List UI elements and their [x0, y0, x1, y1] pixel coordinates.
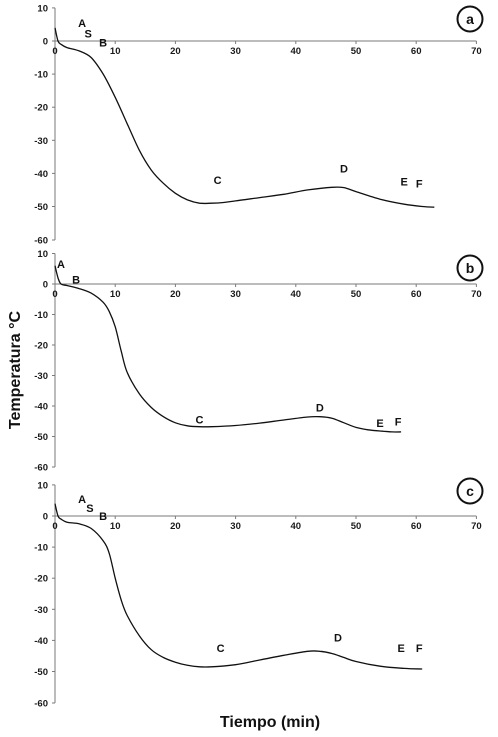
x-tick-label: 10: [110, 289, 121, 300]
point-annotation: S: [86, 503, 93, 515]
x-tick-label: 0: [52, 289, 57, 300]
y-tick-label: -50: [34, 432, 48, 443]
y-tick-label: -30: [34, 136, 48, 147]
y-tick-label: -50: [34, 667, 48, 678]
x-tick-label: 0: [52, 521, 57, 532]
x-tick-label: 60: [411, 289, 422, 300]
y-tick-label: -20: [34, 574, 48, 585]
x-axis-title: Tiempo (min): [220, 714, 320, 731]
x-tick-label: 10: [110, 46, 121, 57]
x-tick-label: 60: [411, 521, 422, 532]
x-tick-label: 50: [351, 46, 362, 57]
point-annotation: D: [316, 403, 324, 415]
x-tick-label: 50: [351, 521, 362, 532]
panel-badge-label: a: [466, 11, 474, 27]
y-tick-label: -40: [34, 402, 48, 413]
y-tick-label: -30: [34, 371, 48, 382]
y-tick-label: 10: [37, 480, 48, 491]
panels: 100-10-20-30-40-50-600 10 20 30 40 50 60 70ASBC…: [34, 3, 484, 710]
y-tick-label: 10: [37, 3, 48, 14]
x-tick-label: 10: [110, 521, 121, 532]
x-tick-label: 40: [291, 521, 302, 532]
point-annotation: C: [214, 175, 222, 187]
y-tick-label: -60: [34, 699, 48, 710]
point-annotation: C: [196, 415, 204, 427]
point-annotation: A: [57, 259, 65, 271]
x-tick-label: 20: [170, 289, 181, 300]
y-tick-label: 0: [43, 37, 48, 48]
x-tick-label: 40: [291, 289, 302, 300]
series-line-b: [54, 265, 402, 433]
y-tick-label: -20: [34, 341, 48, 352]
panel-badge-circle: [456, 254, 484, 282]
y-tick-label: 0: [43, 512, 48, 523]
panel-badge-label: c: [466, 483, 474, 499]
x-tick-label: 70: [471, 289, 482, 300]
point-annotation: C: [217, 643, 225, 655]
point-annotation: E: [376, 418, 383, 430]
point-annotation: D: [334, 632, 342, 644]
x-tick-label: 30: [230, 46, 241, 57]
panel-badge-label: b: [466, 260, 475, 276]
chart-panel-b: 10 0 -10 -20 -30 -40 -50 -60 0 10 20 30 40 50 60 70 AB C D…: [34, 249, 484, 474]
point-annotation: F: [395, 416, 402, 428]
point-annotation: A: [78, 18, 86, 30]
point-annotation: B: [99, 511, 107, 523]
x-tick-label: 30: [230, 521, 241, 532]
y-tick-label: 0: [43, 280, 48, 291]
point-annotation: E: [400, 177, 407, 189]
point-annotation: B: [72, 274, 80, 286]
point-annotation: S: [84, 29, 91, 41]
point-annotation: F: [416, 178, 423, 190]
y-tick-label: -20: [34, 103, 48, 114]
point-annotation: B: [99, 38, 107, 50]
y-axis-title: Temperatura °C: [7, 310, 24, 429]
y-tick-label: -50: [34, 202, 48, 213]
series-line-a: [54, 27, 435, 208]
y-tick-label: -10: [34, 310, 48, 321]
x-tick-label: 70: [471, 521, 482, 532]
y-tick-label: -10: [34, 543, 48, 554]
panel-badge-circle: [456, 477, 484, 505]
y-tick-label: -40: [34, 169, 48, 180]
x-tick-label: 0: [52, 46, 57, 57]
series-line-c: [54, 503, 423, 670]
y-tick-label: -30: [34, 605, 48, 616]
x-tick-label: 20: [170, 521, 181, 532]
y-tick-label: 10: [37, 249, 48, 260]
x-tick-label: 70: [471, 46, 482, 57]
x-tick-label: 20: [170, 46, 181, 57]
y-tick-label: -10: [34, 70, 48, 81]
point-annotation: F: [416, 643, 423, 655]
x-tick-label: 40: [291, 46, 302, 57]
point-annotation: A: [78, 494, 86, 506]
y-tick-label: -60: [34, 463, 48, 474]
y-tick-label: -40: [34, 636, 48, 647]
panel-badge-circle: [456, 5, 484, 33]
point-annotation: D: [340, 163, 348, 175]
point-annotation: E: [397, 643, 404, 655]
x-tick-label: 50: [351, 289, 362, 300]
chart-panel-a: 10 0 -10 -20 -30 -40 -50 -60 0 10 20 30 40 50 60 70 ASB C…: [34, 3, 484, 247]
chart-panel-c: 10 0 -10 -20 -30 -40 -50 -60 0 10 20 30 40 50 60 70 ASB C…: [34, 477, 484, 710]
x-tick-label: 60: [411, 46, 422, 57]
y-tick-label: -60: [34, 236, 48, 247]
x-tick-label: 30: [230, 289, 241, 300]
